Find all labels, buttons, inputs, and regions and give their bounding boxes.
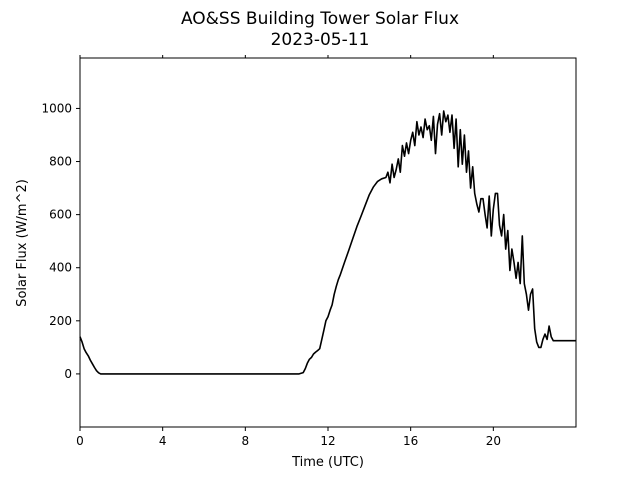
x-axis-label: Time (UTC)	[291, 455, 364, 470]
y-tick-label: 200	[49, 314, 72, 328]
x-tick-label: 16	[403, 434, 418, 448]
y-tick-label: 600	[49, 208, 72, 222]
y-axis-label: Solar Flux (W/m^2)	[15, 179, 30, 307]
x-axis: 0 4 8 12 16 20	[76, 55, 501, 448]
x-tick-label: 0	[76, 434, 84, 448]
y-tick-label: 800	[49, 155, 72, 169]
series-line-solar-flux	[79, 110, 576, 375]
y-axis: 0 200 400 600 800 1000	[41, 101, 80, 381]
x-tick-label: 4	[159, 434, 167, 448]
x-tick-label: 20	[486, 434, 501, 448]
chart-subtitle: 2023-05-11	[271, 30, 370, 50]
y-tick-label: 400	[49, 261, 72, 275]
y-tick-label: 0	[64, 367, 72, 381]
plot-frame	[79, 57, 577, 428]
y-tick-label: 1000	[41, 101, 72, 115]
x-tick-label: 8	[242, 434, 250, 448]
chart-title: AO&SS Building Tower Solar Flux	[181, 9, 459, 29]
x-tick-label: 12	[320, 434, 335, 448]
